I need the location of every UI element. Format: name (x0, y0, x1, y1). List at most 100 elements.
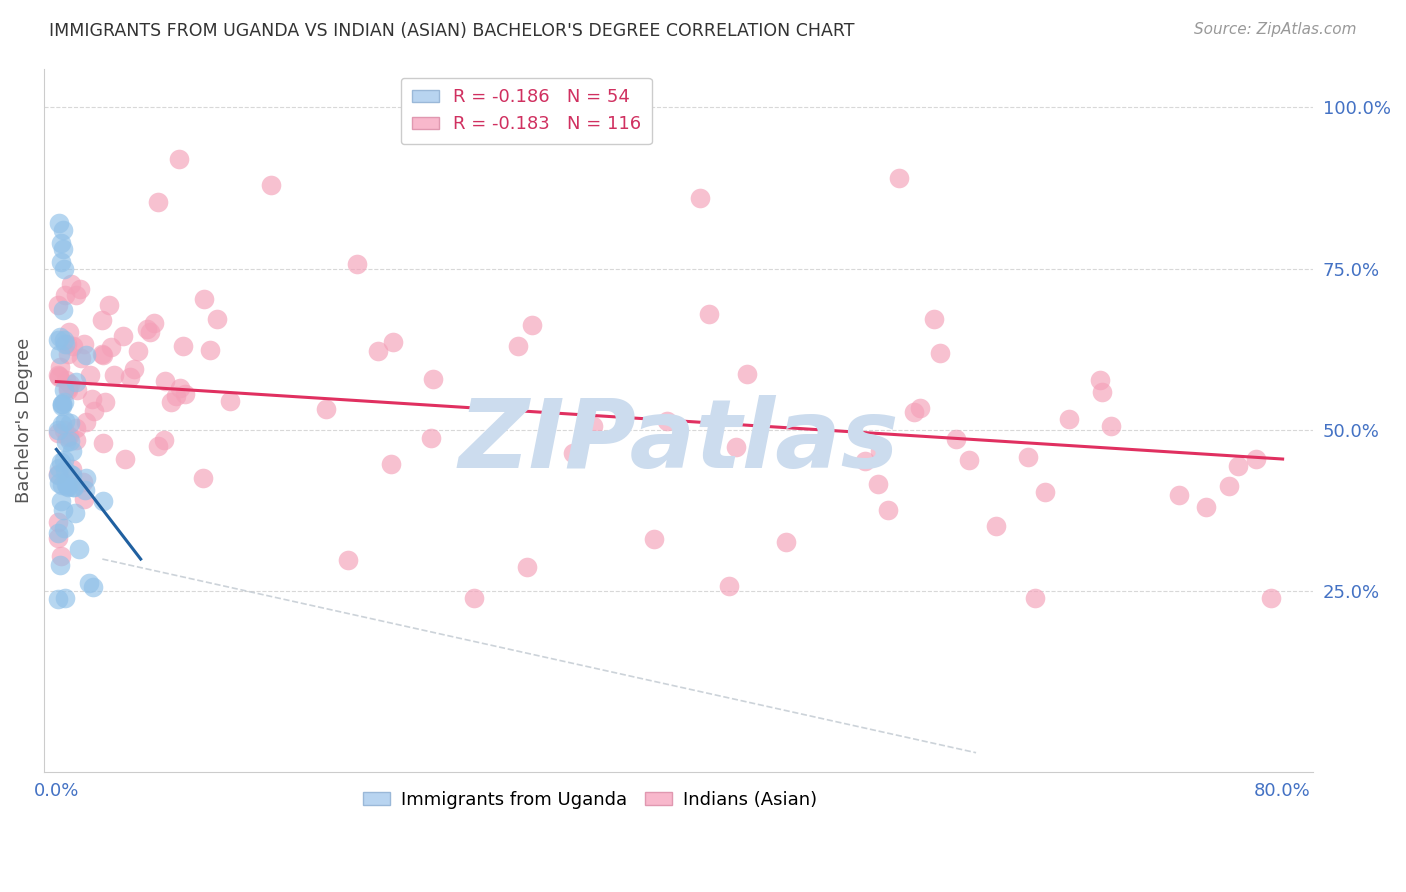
Point (52, 452, 75, 467)
Point (55, 476, 77, 491)
Point (75, 348, 97, 362)
Point (79, 368, 101, 382)
Point (60, 462, 83, 476)
Point (910, 401, 932, 415)
Point (103, 368, 125, 383)
Point (1260, 591, 1282, 605)
Point (1088, 373, 1111, 387)
Point (49, 360, 72, 375)
Point (643, 532, 665, 546)
Point (56, 479, 79, 493)
Point (51, 397, 73, 411)
Point (91, 348, 114, 362)
Point (167, 152, 190, 166)
Point (65, 375, 87, 389)
Point (49, 347, 72, 361)
Point (582, 419, 605, 434)
Point (422, 372, 444, 386)
Point (46, 467, 69, 482)
Point (315, 402, 337, 417)
Point (122, 362, 145, 376)
Point (735, 368, 758, 382)
Point (146, 195, 169, 210)
Point (869, 443, 891, 458)
Point (112, 329, 135, 343)
Point (48, 460, 70, 475)
Point (657, 414, 679, 428)
Point (903, 404, 925, 418)
Point (65, 421, 87, 435)
Point (55, 434, 77, 449)
Point (520, 318, 543, 332)
Point (169, 380, 191, 394)
Point (135, 322, 157, 336)
Point (49, 255, 72, 269)
Point (689, 191, 711, 205)
Point (1167, 488, 1189, 502)
Point (1227, 458, 1250, 473)
Point (155, 374, 177, 388)
Point (866, 477, 889, 491)
Point (889, 171, 911, 186)
Point (945, 432, 967, 446)
Point (159, 394, 181, 409)
Point (380, 457, 402, 471)
Point (381, 335, 404, 350)
Point (91, 436, 114, 450)
Point (67, 542, 90, 557)
Point (48, 216, 70, 230)
Point (463, 591, 485, 605)
Point (53, 463, 76, 477)
Point (48, 370, 70, 384)
Point (72, 475, 94, 489)
Point (52, 502, 75, 516)
Text: IMMIGRANTS FROM UGANDA VS INDIAN (ASIAN) BACHELOR'S DEGREE CORRELATION CHART: IMMIGRANTS FROM UGANDA VS INDIAN (ASIAN)… (49, 22, 855, 40)
Point (1024, 591, 1046, 605)
Point (63, 507, 86, 521)
Point (114, 452, 136, 467)
Point (70, 351, 93, 365)
Point (1218, 479, 1240, 493)
Point (56, 383, 79, 397)
Point (172, 339, 194, 353)
Point (63, 480, 86, 494)
Point (508, 339, 530, 353)
Point (51, 223, 73, 237)
Point (46, 368, 69, 382)
Point (56, 430, 79, 444)
Point (55, 373, 77, 387)
Point (336, 553, 359, 567)
Point (49, 494, 72, 508)
Point (75, 471, 97, 485)
Point (118, 369, 141, 384)
Point (49, 549, 72, 563)
Point (173, 387, 195, 401)
Point (718, 579, 741, 593)
Point (49, 455, 72, 469)
Point (60, 467, 83, 482)
Point (48, 330, 70, 344)
Point (58, 429, 80, 443)
Point (1099, 419, 1122, 434)
Point (53, 395, 76, 409)
Point (69, 282, 91, 296)
Point (420, 431, 443, 445)
Point (929, 346, 952, 360)
Point (984, 519, 1007, 533)
Point (200, 343, 222, 358)
Point (94, 394, 117, 409)
Point (367, 344, 389, 359)
Point (957, 453, 980, 467)
Point (46, 424, 69, 438)
Point (724, 440, 747, 454)
Point (53, 288, 76, 302)
Point (53, 383, 76, 397)
Point (876, 502, 898, 516)
Point (53, 591, 76, 605)
Point (1244, 451, 1267, 466)
Point (922, 312, 945, 326)
Point (49, 235, 72, 250)
Point (48, 475, 70, 490)
Point (1033, 484, 1056, 499)
Point (56, 347, 79, 361)
